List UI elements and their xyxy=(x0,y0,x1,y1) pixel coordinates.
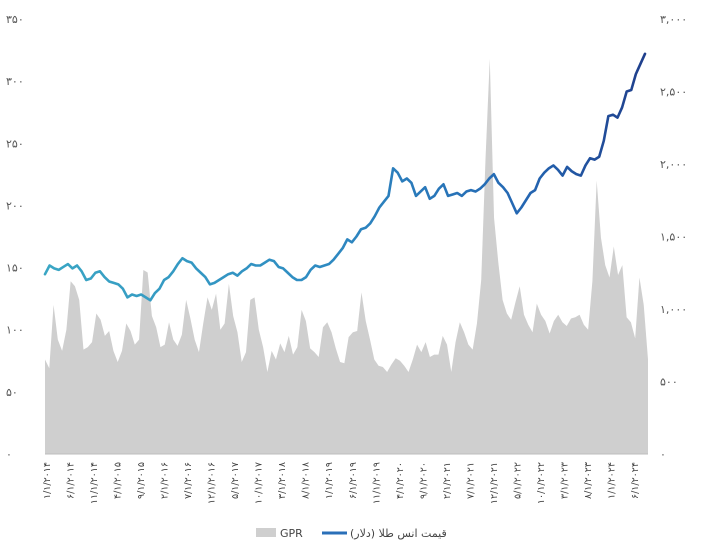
x-tick-label: ۱۱/۱/۲۰۱۹ xyxy=(371,462,382,504)
left-tick-label: ۳۰۰ xyxy=(6,75,24,88)
x-tick-label: ۳/۱/۲۰۱۸ xyxy=(277,462,288,499)
x-tick-label: ۴/۱/۲۰۲۰ xyxy=(395,462,406,499)
right-tick-label: ۵۰۰ xyxy=(660,376,678,389)
right-tick-label: ۱,۵۰۰ xyxy=(660,231,687,244)
gpr-area xyxy=(45,58,648,455)
x-axis: ۱/۱/۲۰۱۴ ۶/۱/۲۰۱۴ ۱۱/۱/۲۰۱۴ ۴/۱/۲۰۱۵ ۹/۱/۲۰۱… xyxy=(42,453,648,504)
left-tick-label: ۵۰ xyxy=(6,386,18,399)
x-tick-label: ۸/۱/۲۰۲۳ xyxy=(583,462,594,499)
x-tick-label: ۳/۱/۲۰۲۳ xyxy=(559,462,570,499)
x-tick-label: ۱/۱/۲۰۲۴ xyxy=(606,462,617,499)
x-tick-label: ۲/۱/۲۰۱۶ xyxy=(160,462,171,499)
gold-price-series xyxy=(43,52,647,302)
left-axis: ۰ ۵۰ ۱۰۰ ۱۵۰ ۲۰۰ ۲۵۰ ۳۰۰ ۳۵۰ xyxy=(6,13,24,461)
x-tick-label: ۵/۱/۲۰۱۷ xyxy=(230,462,241,499)
left-tick-label: ۲۰۰ xyxy=(6,199,24,212)
x-tick-label: ۶/۱/۲۰۱۹ xyxy=(348,462,359,499)
right-tick-label: ۳,۰۰۰ xyxy=(660,13,687,26)
x-tick-label: ۶/۱/۲۰۲۴ xyxy=(630,462,641,499)
right-axis: ۰ ۵۰۰ ۱,۰۰۰ ۱,۵۰۰ ۲,۰۰۰ ۲,۵۰۰ ۳,۰۰۰ xyxy=(660,13,687,461)
right-tick-label: ۲,۰۰۰ xyxy=(660,158,687,171)
x-tick-label: ۹/۱/۲۰۱۵ xyxy=(136,462,147,499)
right-tick-label: ۰ xyxy=(660,448,666,461)
left-tick-label: ۳۵۰ xyxy=(6,13,24,26)
x-tick-label: ۲/۱/۲۰۲۱ xyxy=(442,462,453,499)
legend-gpr-label: GPR xyxy=(280,527,303,540)
right-tick-label: ۲,۵۰۰ xyxy=(660,86,687,99)
left-tick-label: ۲۵۰ xyxy=(6,137,24,150)
left-tick-label: ۱۰۰ xyxy=(6,324,24,337)
x-tick-label: ۷/۱/۲۰۱۶ xyxy=(183,462,194,499)
legend: GPR قیمت انس طلا (دلار) xyxy=(256,527,447,540)
x-tick-label: ۷/۱/۲۰۲۱ xyxy=(465,462,476,499)
x-tick-label: ۱۰/۱/۲۰۲۲ xyxy=(536,462,547,504)
gpr-area-series xyxy=(45,58,648,455)
x-tick-label: ۱۱/۱/۲۰۱۴ xyxy=(89,462,100,504)
legend-gold-label: قیمت انس طلا (دلار) xyxy=(350,527,447,540)
gold-price-line xyxy=(43,52,647,302)
x-tick-label: ۸/۱/۲۰۱۸ xyxy=(301,462,312,499)
x-tick-label: ۱/۱/۲۰۱۴ xyxy=(42,462,53,499)
left-tick-label: ۱۵۰ xyxy=(6,262,24,275)
x-tick-label: ۹/۱/۲۰۲۰ xyxy=(418,462,429,499)
legend-gpr-swatch xyxy=(256,528,276,537)
x-tick-label: ۶/۱/۲۰۱۴ xyxy=(66,462,77,499)
x-tick-label: ۱۲/۱/۲۰۱۶ xyxy=(207,462,218,504)
x-tick-label: ۵/۱/۲۰۲۲ xyxy=(512,462,523,499)
right-tick-label: ۱,۰۰۰ xyxy=(660,303,687,316)
x-tick-label: ۱۲/۱/۲۰۲۱ xyxy=(489,462,500,504)
x-tick-label: ۴/۱/۲۰۱۵ xyxy=(113,462,124,499)
x-tick-label: ۱/۱/۲۰۱۹ xyxy=(324,462,335,499)
x-tick-label: ۱۰/۱/۲۰۱۷ xyxy=(254,462,265,504)
left-tick-label: ۰ xyxy=(6,448,12,461)
